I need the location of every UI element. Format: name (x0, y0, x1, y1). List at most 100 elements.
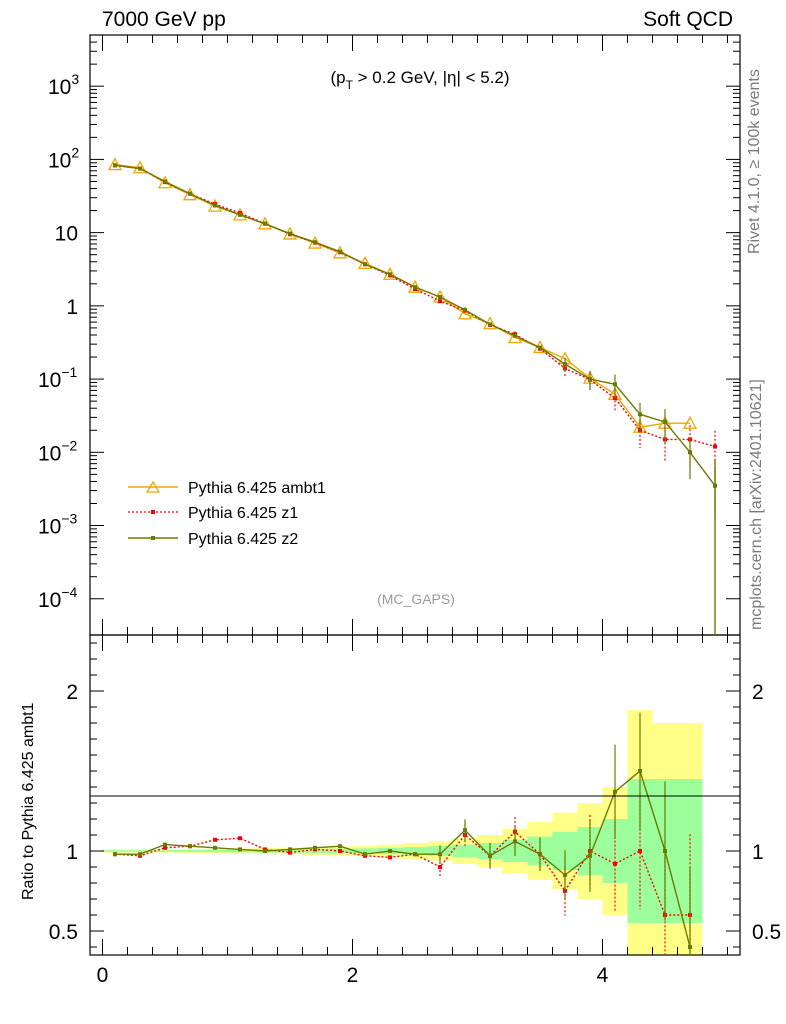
legend-z2-label: Pythia 6.425 z2 (188, 531, 298, 548)
main-point-ambt1 (132, 160, 148, 174)
main-point-z2 (488, 322, 492, 327)
main-point-ambt1 (207, 198, 223, 212)
ratio-point-z1 (288, 850, 292, 855)
ratio-point-z2 (363, 852, 367, 857)
ratio-point-z2 (188, 844, 192, 849)
main-point-ambt1 (107, 157, 123, 171)
ratio-point-z2 (638, 769, 642, 773)
main-point-z2 (388, 272, 392, 277)
main-point-z2 (663, 419, 667, 424)
main-line-z2 (114, 164, 716, 487)
main-point-z2 (363, 262, 367, 267)
ratio-band-inner (177, 850, 203, 852)
main-point-z1 (438, 299, 442, 304)
ratio-point-z2 (388, 849, 392, 853)
ratio-point-z2 (238, 847, 242, 852)
ratio-x-tick-label: 0 (97, 964, 109, 987)
ratio-point-z2 (163, 842, 167, 847)
ratio-point-z1 (163, 845, 167, 850)
main-point-z2 (288, 231, 292, 236)
ratio-y-tick-label: 0.5 (49, 921, 78, 944)
ratio-point-z2 (438, 852, 442, 857)
main-title: (pT > 0.2 GeV, |η| < 5.2) (330, 68, 509, 92)
ratio-line-z2 (115, 769, 691, 948)
main-line-z1 (114, 164, 716, 448)
ratio-point-z2 (663, 849, 667, 853)
ratio-point-z1 (613, 861, 617, 866)
ratio-point-z2 (513, 839, 517, 844)
ratio-point-z2 (538, 852, 542, 857)
legend: Pythia 6.425 ambt1 Pythia 6.425 z1 Pythi… (128, 480, 326, 548)
main-point-ambt1 (407, 279, 423, 293)
header-left: 7000 GeV pp (102, 8, 226, 31)
main-y-tick-label: 102 (48, 144, 79, 172)
ratio-point-z2 (463, 828, 467, 833)
ratio-point-z2 (213, 845, 217, 850)
legend-ambt1-label: Pythia 6.425 ambt1 (188, 480, 326, 497)
main-point-z2 (588, 377, 592, 382)
main-point-z2 (513, 333, 517, 338)
main-point-z2 (213, 203, 217, 208)
ratio-y-tick-label-right: 2 (752, 681, 764, 704)
main-point-z2 (613, 382, 617, 387)
main-point-z2 (313, 240, 317, 245)
ratio-band-inner (352, 848, 378, 854)
legend-z1-label: Pythia 6.425 z1 (188, 505, 298, 522)
main-point-z2 (638, 412, 642, 417)
main-point-z2 (413, 285, 417, 290)
ratio-point-z2 (138, 852, 142, 857)
main-y-tick-label: 1 (66, 296, 78, 319)
ratio-point-z1 (638, 849, 642, 853)
main-point-ambt1 (282, 226, 298, 240)
ratio-x-tick-label: 2 (347, 964, 359, 987)
main-point-z2 (138, 166, 142, 171)
ratio-frame (89, 634, 741, 956)
main-point-ambt1 (332, 245, 348, 259)
main-point-z2 (263, 221, 267, 226)
ratio-y-tick-label: 1 (66, 841, 78, 864)
main-point-z2 (563, 362, 567, 367)
main-point-z2 (538, 345, 542, 350)
ratio-point-z2 (588, 853, 592, 858)
analysis-annotation: (MC_GAPS) (377, 591, 455, 607)
ratio-point-z1 (388, 855, 392, 860)
main-point-z1 (713, 444, 717, 449)
ratio-y-tick-label: 2 (66, 681, 78, 704)
main-y-tick-label: 10−4 (38, 584, 78, 612)
ratio-line-z1 (114, 830, 690, 916)
main-y-tick-label: 10−3 (38, 511, 78, 539)
main-y-tick-label: 103 (48, 71, 79, 99)
main-y-tick-label: 10 (55, 223, 78, 246)
ratio-point-z2 (413, 852, 417, 857)
ratio-point-z1 (238, 836, 242, 841)
main-point-ambt1 (457, 306, 473, 320)
header-right: Soft QCD (643, 8, 733, 31)
ratio-point-z2 (288, 847, 292, 852)
ratio-point-z2 (613, 789, 617, 794)
ratio-point-z1 (338, 849, 342, 853)
ratio-point-z2 (313, 845, 317, 850)
ratio-point-z2 (338, 844, 342, 849)
main-point-z2 (188, 191, 192, 196)
ratio-x-tick-label: 4 (597, 964, 609, 987)
ratio-y-tick-label-right: 1 (752, 841, 764, 864)
main-point-z2 (463, 307, 467, 312)
ratio-band-inner (102, 850, 128, 852)
ratio-point-z2 (263, 849, 267, 853)
main-line-ambt1 (114, 163, 690, 428)
ratio-band-inner (402, 847, 428, 855)
ratio-point-z1 (213, 837, 217, 842)
main-point-z2 (688, 450, 692, 455)
ratio-band-inner (452, 844, 478, 858)
ratio-point-z2 (113, 852, 117, 857)
main-y-tick-label: 10−1 (38, 364, 78, 392)
ratio-band-inner (127, 850, 153, 852)
ratio-point-z2 (563, 873, 567, 877)
main-point-ambt1 (182, 187, 198, 201)
ratio-band-inner (202, 849, 228, 853)
main-point-ambt1 (682, 415, 698, 429)
main-point-ambt1 (307, 235, 323, 249)
ratio-point-z2 (688, 945, 692, 949)
main-point-z2 (338, 249, 342, 254)
